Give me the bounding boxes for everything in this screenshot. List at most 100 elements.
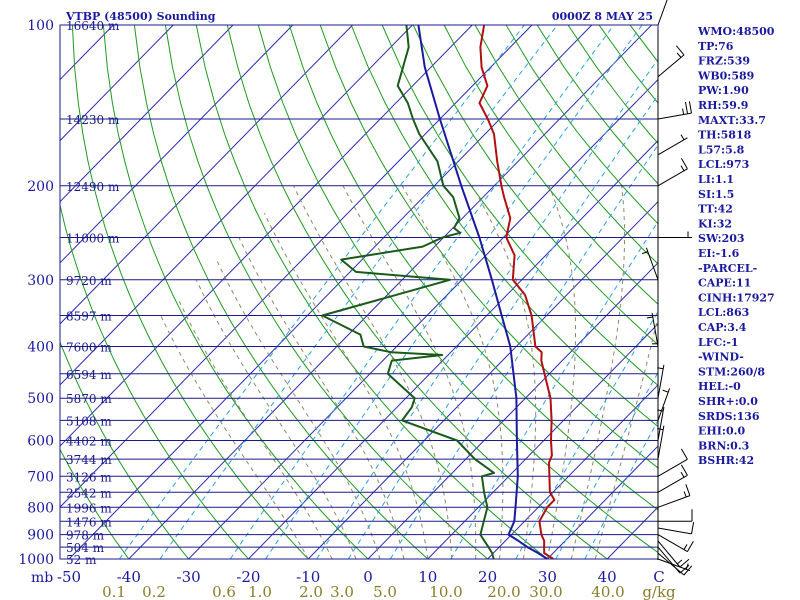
moist-adiabat-line	[263, 212, 429, 559]
wind-barb	[657, 0, 668, 26]
wind-barb	[657, 101, 692, 120]
mixing-ratio-label: 3.0	[330, 583, 354, 600]
isotherm-line	[307, 200, 658, 559]
temperature-tick-label: C	[653, 568, 664, 586]
chart-title: VTBP (48500) Sounding	[65, 10, 216, 23]
height-label: 504 m	[66, 541, 105, 555]
pressure-tick-label: 500	[27, 391, 54, 407]
index-value: LCL:973	[698, 158, 749, 171]
wind-barb	[646, 312, 659, 347]
moist-adiabat-line	[401, 185, 504, 559]
moist-adiabat-line	[238, 237, 405, 559]
x-axis-label: mb	[31, 570, 53, 586]
mixing-ratio-label: 1.0	[248, 583, 272, 600]
temperature-tick-label: -40	[117, 568, 141, 586]
isotherm-line	[547, 445, 658, 559]
moist-adiabat-line	[471, 185, 537, 559]
height-label: 2542 m	[66, 486, 112, 500]
wind-barb	[657, 540, 690, 568]
index-value: CAP:3.4	[698, 321, 747, 334]
index-value: BSHR:42	[698, 454, 754, 467]
height-label: 16640 m	[66, 19, 120, 33]
chart-time: 0000Z 8 MAY 25	[552, 10, 653, 23]
index-value: SI:1.5	[698, 188, 734, 201]
wind-barb	[641, 247, 659, 280]
pressure-tick-label: 200	[27, 179, 54, 195]
height-label: 3744 m	[66, 453, 112, 467]
wind-barb	[657, 552, 693, 576]
wind-barb	[657, 546, 690, 574]
height-label: 52 m	[66, 553, 97, 567]
height-label: 1996 m	[66, 501, 112, 515]
pressure-tick-label: 700	[27, 469, 54, 485]
height-label: 5108 m	[66, 414, 112, 428]
isotherm-line	[60, 25, 533, 508]
index-value: FRZ:539	[698, 55, 750, 68]
index-value: WB0:589	[697, 69, 754, 82]
isotherm-line	[60, 25, 353, 325]
isotherm-line	[367, 262, 658, 559]
temperature-tick-label: -20	[236, 568, 260, 586]
wind-barb	[657, 134, 688, 156]
wind-barb	[657, 448, 688, 477]
height-label: 11000 m	[66, 232, 120, 246]
temperature-tick-label: -30	[177, 568, 201, 586]
parcel-profile-line	[417, 25, 548, 559]
temperature-tick-label: 20	[478, 568, 497, 586]
pressure-tick-label: 900	[27, 528, 54, 544]
index-value: TH:5818	[698, 129, 752, 142]
index-value: KI:32	[698, 217, 732, 230]
isotherm-line	[248, 139, 658, 559]
temperature-tick-label: -10	[296, 568, 320, 586]
index-value: SRDS:136	[698, 410, 760, 423]
index-value: LI:1.1	[698, 173, 734, 186]
index-value: WMO:48500	[697, 25, 775, 38]
wind-barb	[657, 534, 694, 553]
pressure-tick-label: 100	[27, 18, 54, 34]
isotherm-line	[487, 384, 658, 559]
temperature-profile-line	[478, 25, 556, 559]
isotherm-line	[60, 25, 473, 447]
isotherm-line	[60, 25, 294, 264]
index-value: BRN:0.3	[698, 439, 749, 452]
mixing-ratio-label: 0.1	[102, 583, 126, 600]
temperature-tick-label: -50	[57, 568, 81, 586]
height-label: 3126 m	[66, 470, 112, 484]
grid-lines	[60, 25, 658, 559]
index-value: CAPE:11	[698, 277, 751, 290]
index-value: -WIND-	[698, 351, 744, 364]
temperature-tick-label: 40	[598, 568, 617, 586]
isotherm-line	[427, 323, 658, 559]
isotherm-line	[60, 25, 174, 142]
isotherm-line	[60, 25, 413, 386]
pressure-tick-label: 300	[27, 273, 54, 289]
index-value: HEL:-0	[698, 380, 741, 393]
pressure-tick-label: 400	[27, 340, 54, 356]
isotherm-line	[60, 25, 234, 203]
index-value: -PARCEL-	[698, 262, 757, 275]
mixing-ratio-label: 5.0	[373, 583, 397, 600]
pressure-tick-label: 800	[27, 500, 54, 516]
mixing-ratio-label: 20.0	[487, 583, 520, 600]
height-label: 1476 m	[66, 515, 112, 529]
wind-barb	[657, 45, 685, 78]
wind-barb	[657, 522, 695, 535]
wind-barb	[657, 406, 665, 441]
moist-adiabat-line	[215, 259, 381, 559]
isotherm-line	[68, 25, 593, 559]
wind-barb	[657, 388, 671, 421]
index-value: TT:42	[698, 203, 733, 216]
wind-barb	[658, 231, 692, 238]
index-value: PW:1.90	[698, 84, 749, 97]
plot-background	[60, 25, 658, 559]
profile-lines	[321, 25, 556, 559]
temperature-tick-label: 0	[363, 568, 373, 586]
pressure-tick-label: 600	[27, 434, 54, 450]
wind-barb	[657, 484, 691, 508]
index-value: LCL:863	[698, 306, 749, 319]
index-value: SHR+:0.0	[698, 395, 758, 408]
mixing-ratio-label: 0.6	[212, 583, 236, 600]
